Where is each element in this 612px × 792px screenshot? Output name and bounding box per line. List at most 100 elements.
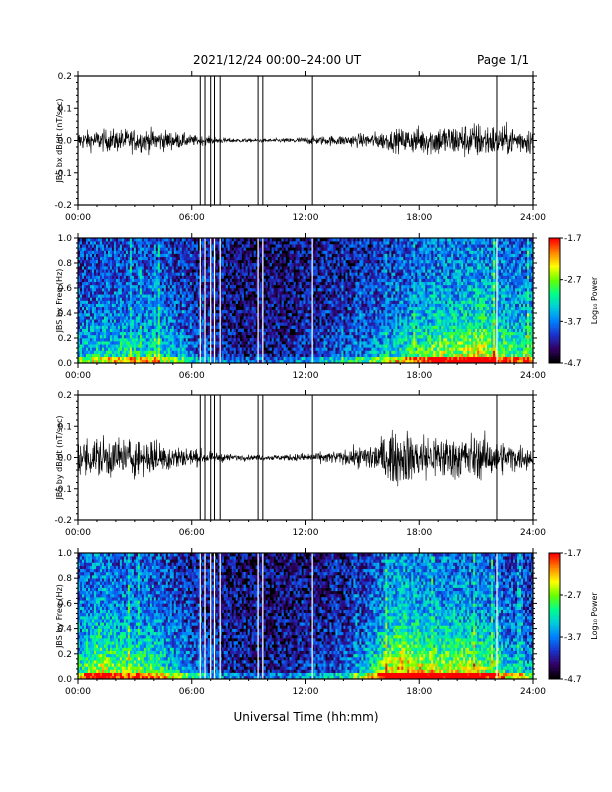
- spectrogram-cell: [255, 291, 258, 295]
- spectrogram-cell: [323, 247, 326, 251]
- spectrogram-cell: [205, 313, 209, 317]
- spectrogram-cell: [155, 309, 159, 314]
- spectrogram-cell: [239, 291, 242, 295]
- spectrogram-cell: [83, 334, 87, 339]
- spectrogram-cell: [301, 275, 304, 279]
- spectrogram-cell: [161, 356, 165, 361]
- spectrogram-cell: [187, 263, 191, 267]
- spectrogram-cell: [269, 328, 272, 333]
- spectrogram-cell: [333, 331, 336, 336]
- spectrogram-cell: [257, 356, 260, 361]
- spectrogram-cell: [99, 247, 103, 251]
- spectrogram-cell: [337, 291, 340, 295]
- spectrogram-cell: [159, 269, 163, 273]
- spectrogram-cell: [97, 269, 101, 273]
- spectrogram-cell: [329, 316, 332, 320]
- spectrogram-cell: [133, 241, 137, 245]
- spectrogram-cell: [259, 316, 262, 320]
- spectrogram-cell: [269, 325, 272, 329]
- spectrogram-cell: [121, 269, 125, 273]
- spectrogram-cell: [347, 313, 350, 317]
- spectrogram-cell: [183, 288, 187, 292]
- spectrogram-cell: [151, 356, 155, 361]
- spectrogram-cell: [149, 347, 153, 351]
- spectrogram-cell: [169, 350, 173, 354]
- spectrogram-cell: [249, 275, 252, 279]
- spectrogram-cell: [91, 338, 95, 342]
- spectrogram-cell: [183, 238, 187, 242]
- spectrogram-cell: [175, 263, 179, 267]
- spectrogram-cell: [171, 316, 175, 320]
- spectrogram-cell: [169, 284, 173, 289]
- spectrogram-cell: [133, 263, 137, 267]
- spectrogram-cell: [107, 331, 111, 336]
- spectrogram-cell: [115, 331, 119, 336]
- spectrogram-cell: [325, 338, 328, 342]
- spectrogram-cell: [229, 247, 232, 251]
- spectrogram-cell: [117, 334, 121, 339]
- spectrogram-cell: [91, 297, 95, 301]
- spectrogram-cell: [173, 284, 177, 289]
- spectrogram-cell: [315, 303, 318, 308]
- spectrogram-cell: [111, 334, 115, 339]
- spectrogram-cell: [219, 294, 222, 298]
- spectrogram-cell: [185, 356, 189, 361]
- spectrogram-cell: [123, 338, 127, 342]
- spectrogram-cell: [321, 347, 324, 351]
- spectrogram-cell: [249, 306, 252, 311]
- spectrogram-cell: [123, 341, 127, 345]
- spectrogram-cell: [78, 247, 81, 251]
- spectrogram-cell: [347, 238, 350, 242]
- spectrogram-cell: [281, 338, 284, 342]
- spectrogram-cell: [93, 266, 97, 270]
- spectrogram-cell: [109, 356, 113, 361]
- spectrogram-cell: [219, 359, 222, 364]
- spectrogram-cell: [309, 266, 312, 270]
- spectrogram-cell: [265, 316, 268, 320]
- spectrogram-cell: [325, 275, 328, 279]
- spectrogram-cell: [271, 275, 274, 279]
- spectrogram-cell: [343, 334, 346, 339]
- spectrogram-cell: [289, 353, 292, 358]
- spectrogram-cell: [277, 306, 280, 311]
- spectrogram-cell: [93, 334, 97, 339]
- spectrogram-cell: [119, 247, 123, 251]
- spectrogram-cell: [325, 266, 328, 270]
- spectrogram-cell: [247, 269, 250, 273]
- spectrogram-cell: [241, 238, 244, 242]
- spectrogram-cell: [303, 291, 306, 295]
- spectrogram-cell: [81, 278, 85, 283]
- spectrogram-cell: [325, 291, 328, 295]
- spectrogram-cell: [341, 247, 344, 251]
- spectrogram-cell: [343, 294, 346, 298]
- spectrogram-cell: [333, 269, 336, 273]
- spectrogram-cell: [315, 244, 318, 248]
- spectrogram-cell: [301, 303, 304, 308]
- spectrogram-cell: [91, 294, 95, 298]
- spectrogram-cell: [291, 322, 294, 326]
- spectrogram-cell: [87, 313, 91, 317]
- spectrogram-cell: [231, 356, 234, 361]
- spectrogram-cell: [151, 347, 155, 351]
- spectrogram-cell: [247, 359, 250, 364]
- spectrogram-cell: [247, 309, 250, 314]
- spectrogram-cell: [351, 256, 354, 261]
- spectrogram-cell: [171, 241, 175, 245]
- spectrogram-cell: [137, 284, 141, 289]
- spectrogram-cell: [85, 275, 89, 279]
- spectrogram-cell: [147, 291, 151, 295]
- spectrogram-cell: [143, 278, 147, 283]
- spectrogram-cell: [169, 288, 173, 292]
- spectrogram-cell: [149, 306, 153, 311]
- spectrogram-cell: [183, 331, 187, 336]
- spectrogram-cell: [185, 284, 189, 289]
- spectrogram-cell: [329, 250, 332, 254]
- spectrogram-cell: [119, 306, 123, 311]
- spectrogram-cell: [121, 266, 125, 270]
- spectrogram-cell: [313, 281, 316, 286]
- spectrogram-cell: [329, 359, 332, 364]
- spectrogram-cell: [225, 297, 228, 301]
- spectrogram-cell: [299, 259, 302, 264]
- spectrogram-cell: [307, 350, 310, 354]
- spectrogram-cell: [307, 331, 310, 336]
